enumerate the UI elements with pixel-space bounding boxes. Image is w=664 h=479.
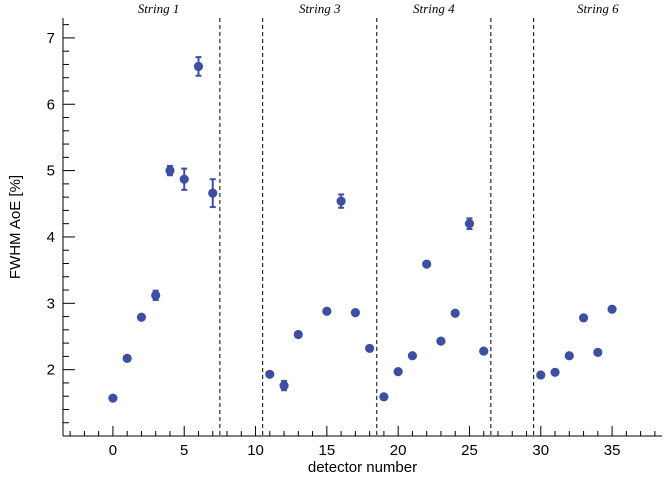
data-points: [108, 56, 617, 403]
data-point: [179, 174, 189, 184]
data-point: [208, 188, 218, 198]
x-tick-label: 20: [390, 442, 407, 459]
x-tick-label: 0: [109, 442, 117, 459]
data-point: [108, 393, 118, 403]
string-label: String 1: [138, 1, 180, 16]
data-point: [379, 392, 389, 402]
string-label: String 3: [299, 1, 341, 16]
data-point: [151, 290, 161, 300]
data-point: [393, 367, 403, 377]
x-tick-label: 35: [604, 442, 621, 459]
y-tick-label: 6: [47, 96, 55, 113]
data-point: [322, 306, 332, 316]
y-tick-label: 4: [47, 229, 55, 246]
x-ticks: 0 5 10 15 20 25 30 35: [69, 426, 656, 459]
y-ticks: 2 3 4 5 6 7: [47, 24, 75, 437]
x-tick-label: 10: [247, 442, 264, 459]
data-point: [293, 329, 303, 340]
axes: [62, 18, 662, 437]
y-tick-label: 7: [47, 30, 55, 47]
x-axis-title: detector number: [308, 459, 417, 476]
data-point: [407, 351, 418, 361]
data-point: [122, 353, 132, 363]
data-point: [607, 304, 617, 314]
data-point: [564, 351, 574, 361]
data-point: [593, 347, 603, 357]
data-point: [193, 61, 204, 72]
y-tick-label: 3: [47, 295, 55, 312]
data-point: [350, 307, 360, 318]
data-point: [550, 367, 560, 377]
data-point: [578, 313, 589, 323]
data-point: [479, 346, 489, 356]
string-label: String 6: [577, 1, 619, 16]
data-point: [165, 166, 175, 176]
data-point: [279, 380, 289, 391]
data-point: [536, 370, 546, 380]
x-tick-label: 30: [532, 442, 549, 459]
data-point: [265, 369, 275, 379]
data-point: [464, 219, 475, 229]
x-tick-label: 25: [461, 442, 478, 459]
x-tick-label: 5: [180, 442, 188, 459]
data-point: [450, 308, 460, 318]
data-point: [365, 343, 375, 354]
data-point: [436, 336, 446, 346]
data-point: [336, 196, 346, 206]
string-label: String 4: [413, 1, 455, 16]
x-tick-label: 15: [319, 442, 336, 459]
y-axis-title: FWHM AoE [%]: [7, 175, 24, 279]
y-tick-label: 5: [47, 163, 55, 180]
data-point: [422, 259, 432, 269]
string-labels: String 1 String 3 String 4 String 6: [138, 1, 619, 16]
data-point: [136, 312, 147, 322]
y-tick-label: 2: [47, 362, 55, 379]
